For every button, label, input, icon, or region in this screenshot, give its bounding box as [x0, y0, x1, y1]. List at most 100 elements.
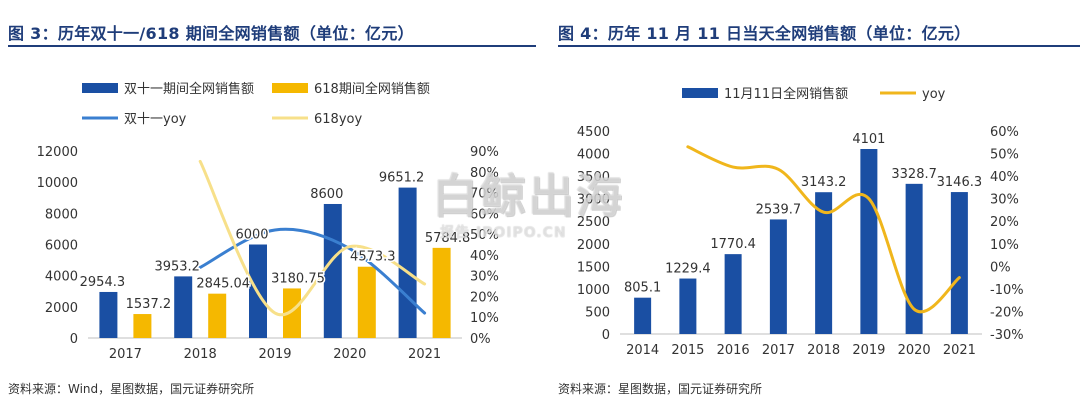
fig3-y-right-tick: 90% — [470, 145, 499, 160]
fig4-bar-primary — [950, 192, 968, 334]
fig3-bar-secondary — [357, 266, 376, 338]
fig4-y-left-tick: 0 — [602, 328, 610, 343]
fig4-x-tick-label: 2020 — [898, 343, 931, 358]
fig3-y-right-tick: 0% — [470, 332, 491, 347]
fig3-bar-secondary — [283, 288, 301, 338]
fig3-y-left-tick: 4000 — [45, 270, 78, 285]
fig3-y-right-tick: 70% — [470, 187, 499, 202]
fig3-y-left-tick: 12000 — [37, 145, 78, 160]
fig3-y-right-tick: 30% — [470, 270, 499, 285]
fig4-y-right-tick: 20% — [990, 215, 1019, 230]
fig3-y-left-tick: 0 — [70, 332, 78, 347]
fig4-bar-primary — [724, 254, 742, 334]
fig3-bar-primary — [99, 291, 118, 338]
figure-4-source: 资料来源：星图数据，国元证券研究所 — [558, 382, 763, 396]
fig3-y-right-tick: 80% — [470, 166, 499, 181]
fig3-yoy-line-0 — [198, 227, 427, 315]
fig3-y-left-tick: 8000 — [45, 207, 78, 222]
fig3-bar-primary — [323, 203, 342, 338]
figure-4-title-rule — [558, 45, 1080, 47]
fig3-y-right-tick: 20% — [470, 290, 499, 305]
fig3-y-left-tick: 6000 — [45, 239, 78, 254]
fig4-y-left-tick: 3500 — [577, 170, 610, 185]
fig4-x-tick-label: 2019 — [852, 343, 885, 358]
fig4-data-label: 3328.7 — [891, 167, 937, 182]
fig4-y-right-tick: 40% — [990, 170, 1019, 185]
figure-3-source: 资料来源：Wind，星图数据，国元证券研究所 — [8, 382, 255, 396]
fig4-x-tick-label: 2017 — [762, 343, 795, 358]
fig4-bar-primary — [860, 148, 878, 334]
fig4-data-label: 805.1 — [624, 281, 661, 296]
fig4-y-left-tick: 2500 — [577, 215, 610, 230]
fig4-bar-primary — [634, 297, 652, 334]
fig4-data-label: 1770.4 — [710, 237, 756, 252]
fig3-data-label: 3180.75 — [271, 271, 325, 286]
fig4-y-left-tick: 4000 — [577, 148, 610, 163]
figure-4-title: 图 4：历年 11 月 11 日当天全网销售额（单位：亿元） — [558, 24, 971, 43]
fig4-y-right-tick: 10% — [990, 238, 1019, 253]
fig3-data-label: 1537.2 — [126, 297, 172, 312]
fig4-y-right-tick: 30% — [990, 193, 1019, 208]
fig4-yoy-line-0 — [686, 145, 961, 314]
fig4-y-left-tick: 4500 — [577, 125, 610, 140]
fig3-y-left-tick: 10000 — [37, 176, 78, 191]
fig3-data-label: 5784.8 — [425, 231, 471, 246]
figure-3-title: 图 3：历年双十一/618 期间全网销售额（单位：亿元） — [8, 24, 414, 43]
fig3-y-right-tick: 60% — [470, 207, 499, 222]
fig3-data-label: 8600 — [310, 187, 343, 202]
fig3-data-label: 3953.2 — [154, 259, 200, 274]
figure-4-chart: 0 500 1000 1500 2000 2500 3000 3500 4000 4500 -30%… — [577, 86, 1024, 358]
fig4-y-left-tick: 2000 — [577, 238, 610, 253]
fig3-bar-secondary — [432, 247, 451, 338]
fig3-legend-label: 双十一期间全网销售额 — [124, 81, 254, 97]
fig4-y-right-tick: -30% — [990, 328, 1024, 343]
fig4-y-right-tick: -20% — [990, 305, 1024, 320]
fig4-bar-primary — [905, 183, 923, 334]
fig3-bar-primary — [398, 187, 417, 338]
fig3-x-tick-label: 2020 — [333, 347, 366, 362]
fig3-bar-primary — [174, 276, 193, 338]
fig4-legend-label: yoy — [922, 87, 946, 102]
fig4-y-right-tick: 50% — [990, 148, 1019, 163]
fig3-data-label: 2954.3 — [80, 275, 126, 290]
fig3-data-label: 9651.2 — [379, 171, 425, 186]
fig3-y-left-tick: 2000 — [45, 301, 78, 316]
fig3-y-right-tick: 40% — [470, 249, 499, 264]
fig3-data-label: 4573.3 — [350, 250, 396, 265]
fig3-legend-swatch — [272, 83, 308, 93]
fig3-yoy-line-1 — [198, 159, 427, 317]
fig4-y-left-tick: 1000 — [577, 283, 610, 298]
fig4-x-tick-label: 2014 — [626, 343, 659, 358]
fig4-data-label: 2539.7 — [756, 202, 802, 217]
figure-3-title-rule — [8, 45, 536, 47]
fig4-data-label: 1229.4 — [665, 262, 711, 277]
fig4-legend-swatch — [682, 88, 718, 98]
figure-4-panel: 图 4：历年 11 月 11 日当天全网销售额（单位：亿元） 0 500 1000 1… — [550, 0, 1080, 403]
fig4-y-left-tick: 500 — [585, 305, 610, 320]
fig4-x-tick-label: 2016 — [717, 343, 750, 358]
fig3-x-tick-label: 2017 — [109, 347, 142, 362]
fig4-bar-primary — [769, 219, 787, 334]
fig4-data-label: 3143.2 — [801, 175, 847, 190]
fig4-bar-primary — [679, 278, 697, 334]
fig3-y-right-tick: 50% — [470, 228, 499, 243]
fig4-bar-primary — [815, 192, 833, 334]
fig4-x-tick-label: 2018 — [807, 343, 840, 358]
fig3-data-label: 6000 — [235, 228, 268, 243]
figure-3-panel: 图 3：历年双十一/618 期间全网销售额（单位：亿元） 0 2000 4000 60… — [0, 0, 536, 403]
fig3-x-tick-label: 2018 — [184, 347, 217, 362]
fig4-y-right-tick: -10% — [990, 283, 1024, 298]
fig3-bar-secondary — [208, 293, 227, 338]
fig4-y-right-tick: 0% — [990, 260, 1011, 275]
fig3-legend-label: 双十一yoy — [124, 112, 187, 127]
fig3-legend-label: 618期间全网销售额 — [314, 81, 430, 97]
fig4-x-tick-label: 2015 — [671, 343, 704, 358]
fig4-x-tick-label: 2021 — [943, 343, 976, 358]
fig3-bar-secondary — [133, 314, 152, 338]
fig4-y-left-tick: 1500 — [577, 260, 610, 275]
figure-3-chart: 0 2000 4000 6000 8000 10000 12000 0% 10% 20% 30% 40… — [37, 81, 499, 362]
fig4-legend-label: 11月11日全网销售额 — [724, 86, 848, 102]
fig4-data-label: 3146.3 — [937, 175, 983, 190]
fig4-data-label: 4101 — [852, 132, 885, 147]
fig4-y-left-tick: 3000 — [577, 193, 610, 208]
